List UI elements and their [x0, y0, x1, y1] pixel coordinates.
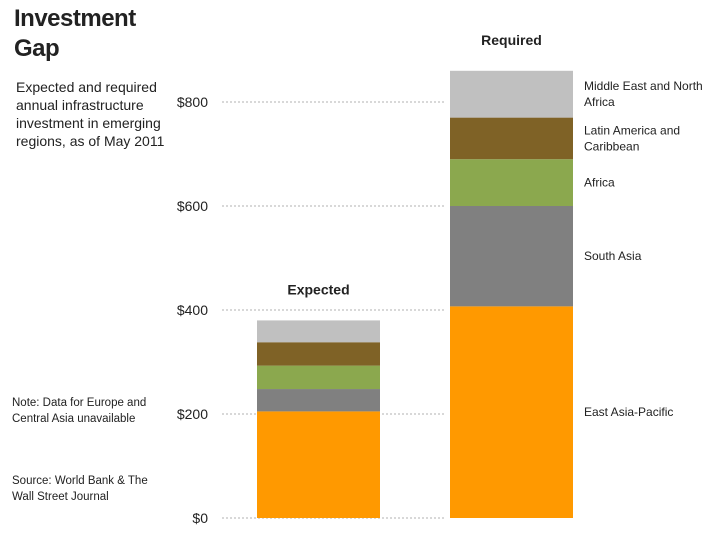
bar-segment	[257, 320, 380, 343]
chart-title: Investment Gap	[14, 5, 136, 62]
bar-segment	[257, 389, 380, 412]
y-tick-label: $800	[177, 94, 208, 110]
chart-source: Source: World Bank & The Wall Street Jou…	[12, 475, 148, 503]
y-tick-label: $0	[192, 510, 208, 526]
bar-segment	[450, 306, 573, 518]
series-label: Africa	[584, 176, 615, 190]
series-label: Latin America and Caribbean	[584, 123, 680, 153]
category-label: Required	[481, 32, 542, 48]
bar-segment	[257, 365, 380, 390]
bar-segment	[450, 70, 573, 118]
series-label: East Asia-Pacific	[584, 405, 673, 419]
chart-subtitle: Expected and required annual infrastruct…	[16, 79, 165, 149]
series-label: South Asia	[584, 249, 642, 263]
y-tick-label: $400	[177, 302, 208, 318]
bar-segment	[257, 411, 380, 518]
series-label: Middle East and North Africa	[584, 79, 703, 109]
bar-segment	[450, 117, 573, 160]
y-tick-label: $600	[177, 198, 208, 214]
chart-note: Note: Data for Europe and Central Asia u…	[12, 397, 147, 425]
bar-segment	[257, 342, 380, 366]
category-label: Expected	[287, 281, 349, 297]
bar-segment	[450, 206, 573, 307]
bar-segment	[450, 159, 573, 206]
y-tick-label: $200	[177, 406, 208, 422]
